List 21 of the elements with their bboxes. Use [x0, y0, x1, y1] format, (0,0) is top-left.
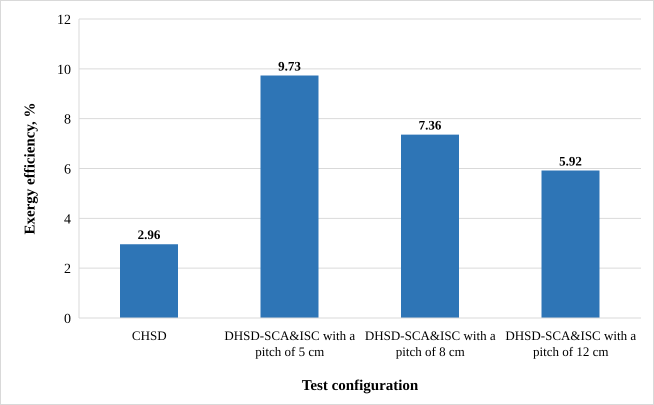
bar [260, 76, 318, 318]
bar [542, 170, 600, 318]
data-label: 2.96 [138, 227, 161, 242]
x-tick-label: DHSD-SCA&ISC with a pitch of 8 cm [364, 328, 496, 359]
y-tick-label: 8 [64, 112, 71, 128]
x-axis-title: Test configuration [302, 378, 419, 394]
y-tick-label: 2 [64, 262, 71, 278]
y-tick-label: 10 [57, 62, 71, 78]
bar [120, 244, 178, 318]
x-tick-label: CHSD [132, 328, 167, 343]
y-axis-title: Exergy efficiency, % [22, 102, 38, 235]
data-label: 7.36 [418, 118, 442, 133]
y-tick-label: 0 [64, 312, 71, 327]
y-tick-label: 6 [64, 162, 71, 178]
y-tick-label: 4 [64, 212, 71, 228]
x-tick-label: DHSD-SCA&ISC with a pitch of 5 cm [224, 328, 356, 359]
data-label: 5.92 [559, 153, 582, 168]
y-tick-label: 12 [57, 12, 71, 28]
bar [401, 134, 459, 318]
data-label: 9.73 [278, 58, 302, 74]
x-tick-label: DHSD-SCA&ISC with a pitch of 12 cm [505, 328, 636, 359]
